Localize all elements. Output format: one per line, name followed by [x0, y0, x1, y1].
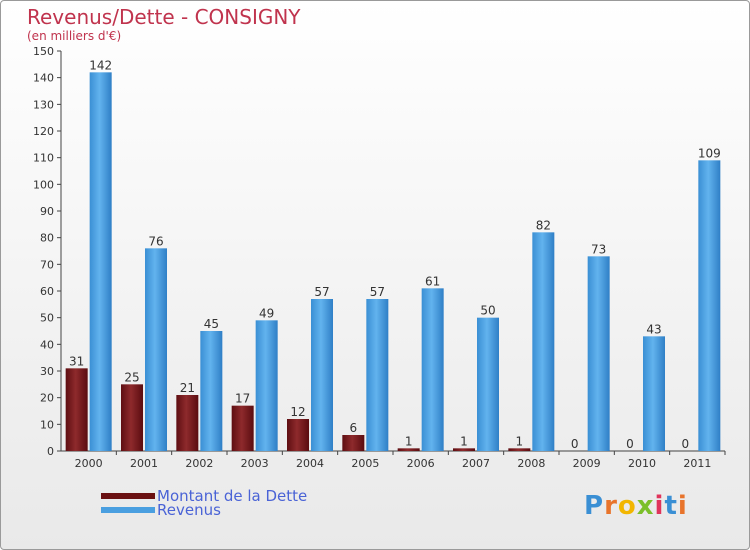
logo-letter: t: [664, 491, 678, 521]
legend-swatch-debt: [101, 493, 155, 499]
y-tick-label: 0: [47, 445, 54, 458]
x-tick-label: 2000: [75, 457, 103, 470]
bar-revenus: [145, 248, 167, 451]
value-label-revenus: 57: [314, 285, 329, 299]
legend-swatch-revenus: [101, 507, 155, 513]
x-tick-label: 2009: [573, 457, 601, 470]
bars: [65, 72, 721, 452]
bar-revenus: [643, 336, 665, 451]
value-label-revenus: 45: [204, 317, 219, 331]
x-tick-label: 2003: [241, 457, 269, 470]
y-tick-label: 110: [33, 152, 54, 165]
legend-item-debt: Montant de la Dette: [101, 487, 307, 505]
value-label-debt: 31: [69, 354, 84, 368]
legend-label-revenus: Revenus: [157, 501, 221, 519]
x-tick-label: 2004: [296, 457, 324, 470]
value-label-revenus: 109: [698, 146, 721, 160]
x-tick-label: 2005: [351, 457, 379, 470]
value-label-debt: 1: [460, 434, 468, 448]
proxiti-logo: Proxiti: [584, 491, 688, 521]
x-tick-label: 2006: [407, 457, 435, 470]
y-tick-label: 60: [40, 285, 54, 298]
bar-revenus: [587, 256, 610, 451]
x-tick-label: 2007: [462, 457, 490, 470]
y-tick-label: 70: [40, 258, 54, 271]
chart-subtitle: (en milliers d'€): [27, 29, 122, 43]
legend-label-debt: Montant de la Dette: [157, 487, 308, 505]
value-label-debt: 12: [290, 405, 305, 419]
value-label-debt: 17: [235, 392, 250, 406]
logo-letter: o: [617, 491, 637, 521]
y-tick-label: 140: [33, 72, 54, 85]
logo-letter: i: [677, 491, 688, 521]
bar-debt: [287, 419, 309, 451]
bar-debt: [121, 384, 143, 451]
legend-item-revenus: Revenus: [101, 501, 221, 519]
bar-debt: [176, 395, 199, 451]
bar-debt: [453, 448, 475, 451]
value-label-debt: 0: [571, 437, 579, 451]
logo-letter: x: [636, 491, 655, 521]
value-label-debt: 1: [516, 434, 524, 448]
value-label-revenus: 76: [148, 234, 163, 248]
bar-revenus: [255, 320, 278, 451]
bar-debt: [342, 435, 365, 451]
bar-revenus: [421, 288, 444, 451]
value-label-revenus: 82: [536, 218, 551, 232]
y-tick-label: 40: [40, 338, 54, 351]
value-label-revenus: 61: [425, 274, 440, 288]
y-tick-label: 100: [33, 178, 54, 191]
value-label-revenus: 43: [646, 322, 661, 336]
y-tick-label: 120: [33, 125, 54, 138]
chart-title: Revenus/Dette - CONSIGNY: [27, 5, 301, 29]
bar-revenus: [366, 299, 389, 451]
logo-letter: P: [584, 491, 605, 521]
bar-debt: [397, 448, 420, 451]
x-tick-label: 2010: [628, 457, 656, 470]
logo-letter: r: [604, 491, 618, 521]
y-tick-label: 20: [40, 392, 54, 405]
value-label-revenus: 57: [370, 285, 385, 299]
x-tick-label: 2002: [185, 457, 213, 470]
bar-debt: [508, 448, 531, 451]
bar-revenus: [200, 331, 223, 451]
axes: 0102030405060708090100110120130140150200…: [33, 45, 726, 470]
bar-revenus: [89, 72, 112, 451]
y-tick-label: 150: [33, 45, 54, 58]
x-tick-label: 2011: [683, 457, 711, 470]
value-label-revenus: 142: [89, 58, 112, 72]
bar-revenus: [477, 317, 499, 451]
x-tick-label: 2001: [130, 457, 158, 470]
bar-revenus: [698, 160, 721, 452]
value-label-debt: 6: [350, 421, 358, 435]
y-tick-label: 80: [40, 232, 54, 245]
y-tick-label: 90: [40, 205, 54, 218]
value-label-revenus: 73: [591, 242, 606, 256]
y-tick-label: 50: [40, 312, 54, 325]
bar-revenus: [532, 232, 555, 451]
value-label-debt: 1: [405, 434, 413, 448]
y-tick-label: 30: [40, 365, 54, 378]
value-label-revenus: 49: [259, 306, 274, 320]
logo-letter: i: [654, 491, 665, 521]
value-label-debt: 25: [124, 370, 139, 384]
bar-debt: [231, 405, 254, 451]
y-tick-label: 130: [33, 98, 54, 111]
value-label-debt: 0: [682, 437, 690, 451]
x-tick-label: 2008: [517, 457, 545, 470]
value-label-revenus: 50: [480, 304, 495, 318]
value-label-debt: 21: [180, 381, 195, 395]
y-tick-label: 10: [40, 418, 54, 431]
value-label-debt: 0: [626, 437, 634, 451]
value-labels: 31 142 25 76 21 45 17 49 12 57 6 57 1 61 1 50 1 82 0 73 0 43 0…: [69, 58, 721, 451]
bar-revenus: [311, 299, 333, 451]
bar-debt: [65, 368, 88, 451]
